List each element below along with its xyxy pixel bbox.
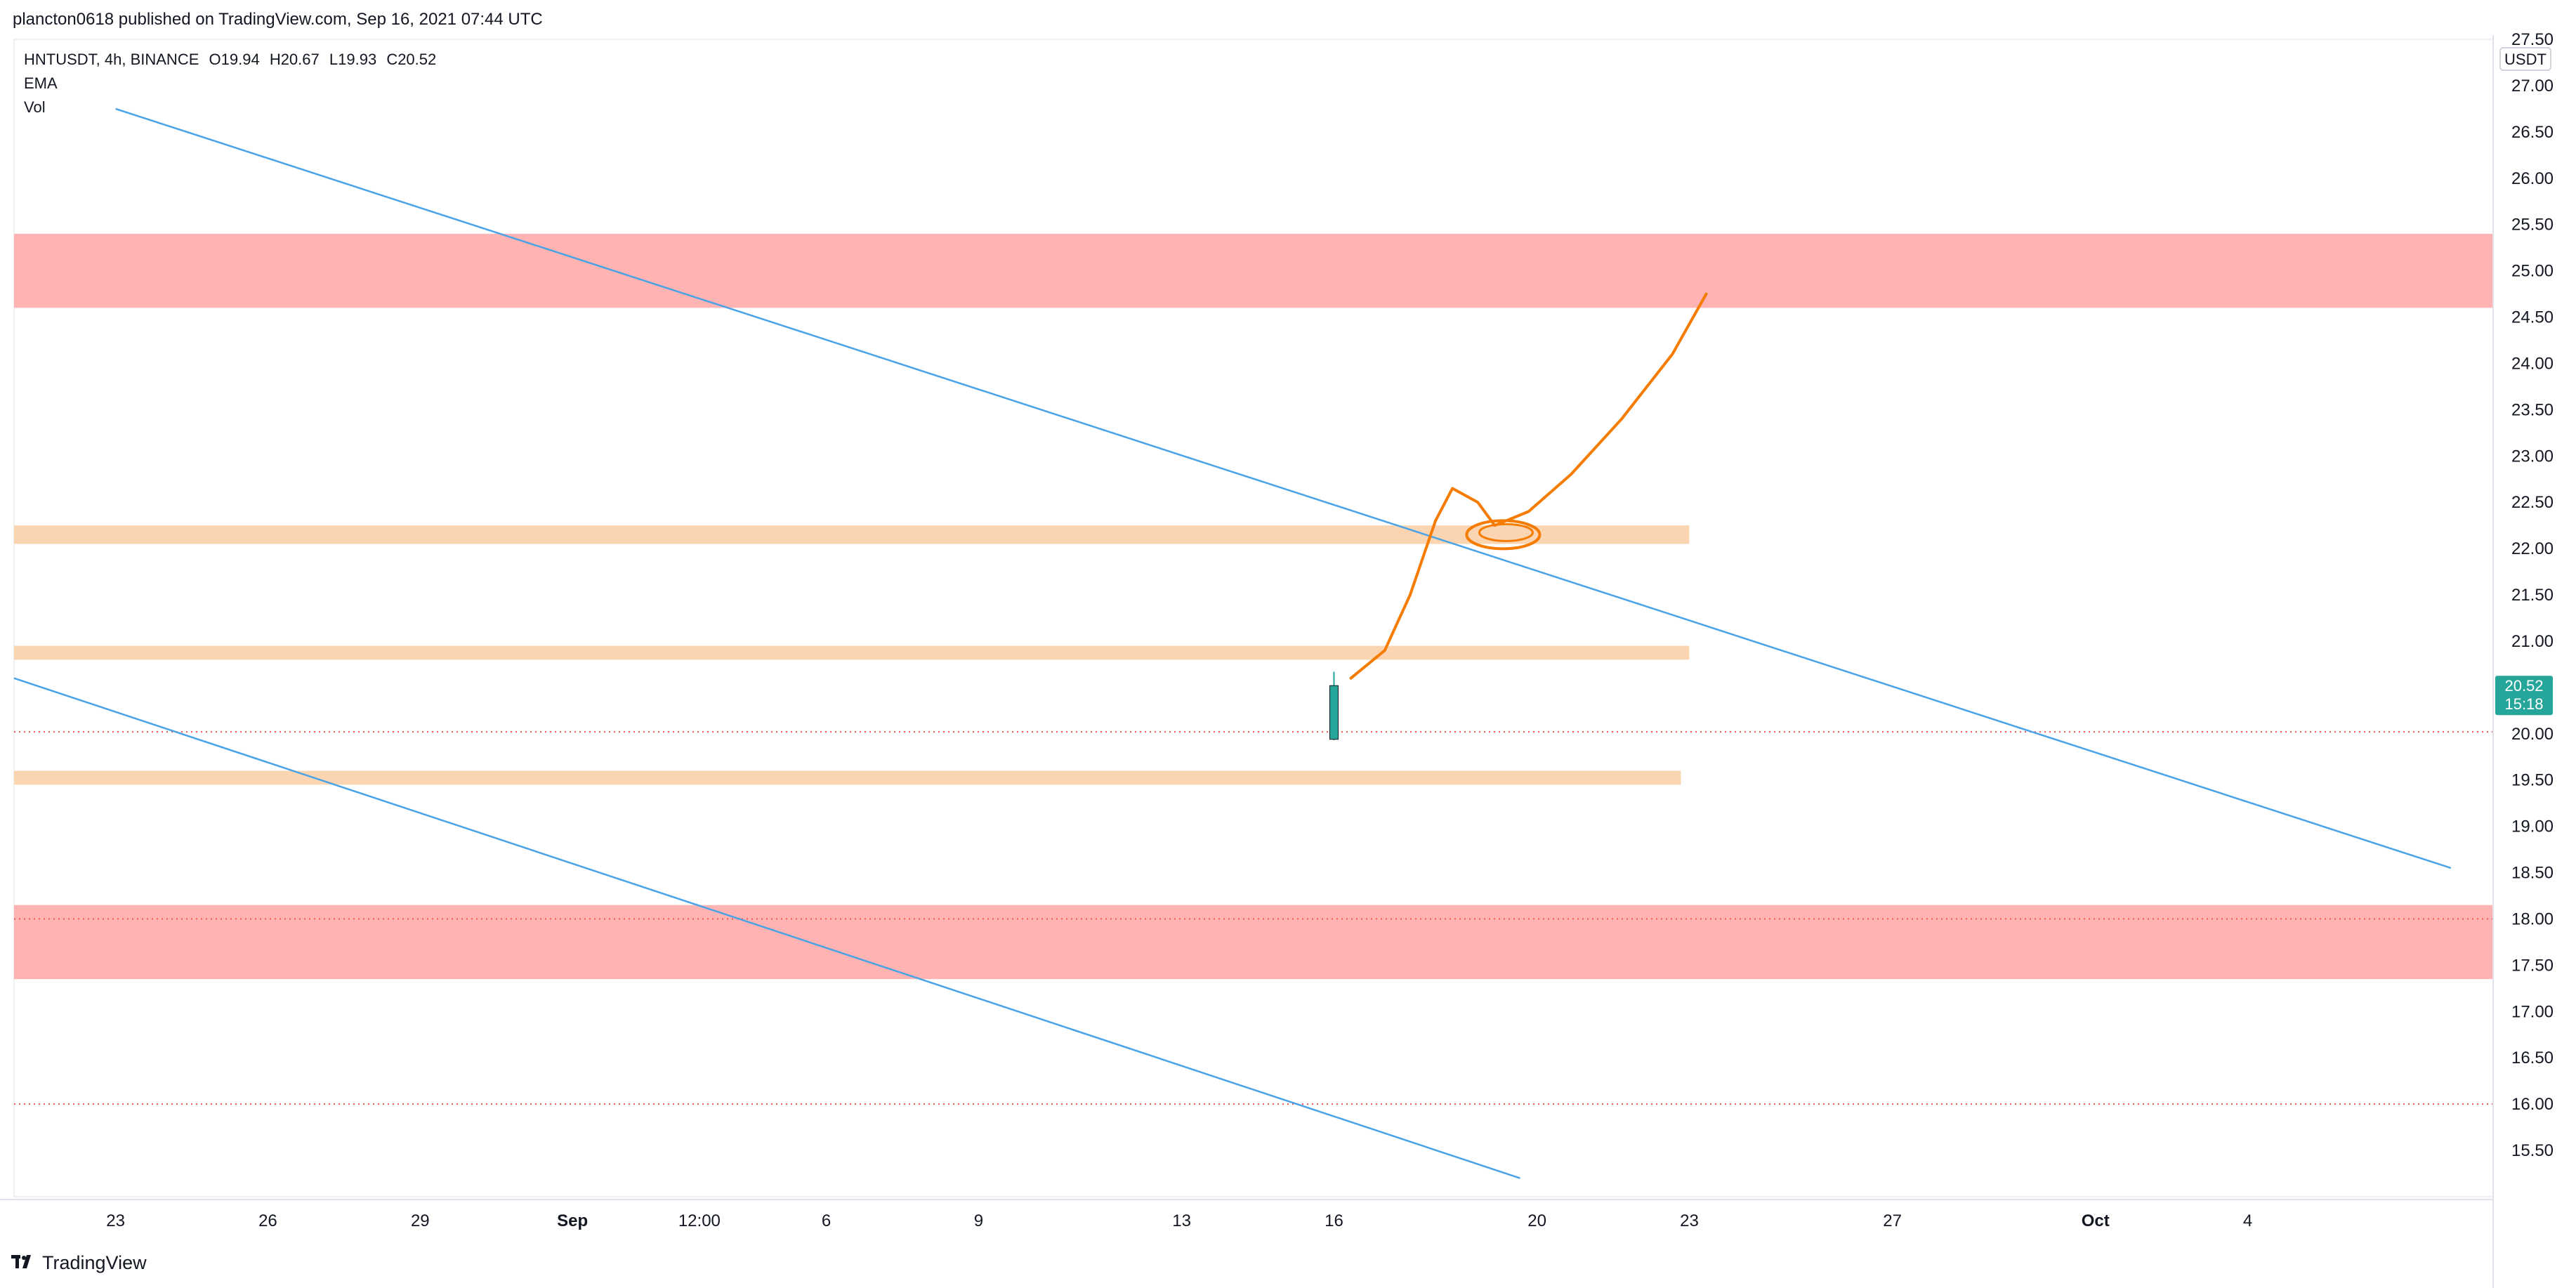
x-tick-label: 27: [1883, 1211, 1902, 1230]
currency-badge[interactable]: USDT: [2499, 47, 2551, 71]
y-tick-label: 17.50: [2511, 956, 2554, 975]
y-tick-label: 21.50: [2511, 586, 2554, 605]
trendline-1: [115, 107, 2452, 869]
symbol-ohlc-row: HNTUSDT, 4h, BINANCE O19.94 H20.67 L19.9…: [24, 48, 436, 72]
projection-circle-inner: [1478, 523, 1534, 542]
zones-layer: [14, 233, 2493, 980]
x-tick-label: 13: [1172, 1211, 1191, 1230]
x-tick-label: 23: [106, 1211, 125, 1230]
y-tick-label: 24.50: [2511, 308, 2554, 327]
volume-indicator-label[interactable]: Vol: [24, 98, 46, 116]
tradingview-logo-icon: [11, 1251, 35, 1274]
y-tick-label: 23.50: [2511, 400, 2554, 419]
candles-layer: [1329, 671, 1339, 741]
currency-badge-box: [2499, 47, 2551, 71]
x-tick-label: 12:00: [678, 1211, 721, 1230]
y-tick-label: 22.00: [2511, 539, 2554, 558]
x-tick-label: 6: [822, 1211, 831, 1230]
high-value: H20.67: [269, 51, 320, 68]
x-tick-label: 16: [1325, 1211, 1343, 1230]
y-tick-label: 25.50: [2511, 216, 2554, 235]
y-tick-label: 26.00: [2511, 169, 2554, 188]
tradingview-brand[interactable]: TradingView: [11, 1251, 147, 1274]
projection-circle: [1465, 519, 1542, 551]
chart-legend: HNTUSDT, 4h, BINANCE O19.94 H20.67 L19.9…: [24, 48, 436, 119]
trendlines-layer: [13, 107, 2452, 1179]
candle-body: [1329, 685, 1339, 740]
ema-indicator-label[interactable]: EMA: [24, 74, 58, 92]
y-tick-label: 17.00: [2511, 1002, 2554, 1021]
resistance-zone-5: [14, 905, 2493, 980]
last-price-tag: 20.52 15:18: [2495, 676, 2553, 716]
x-tick-label: 29: [411, 1211, 430, 1230]
last-price-value: 20.52: [2504, 677, 2543, 695]
y-tick-label: 19.00: [2511, 817, 2554, 836]
open-value: O19.94: [209, 51, 260, 68]
close-value: C20.52: [386, 51, 437, 68]
y-tick-label: 15.50: [2511, 1141, 2554, 1160]
y-tick-label: 21.00: [2511, 632, 2554, 651]
y-tick-label: 18.50: [2511, 864, 2554, 883]
y-tick-label: 16.50: [2511, 1049, 2554, 1067]
time-axis[interactable]: 23 26 29 Sep 12:00 6 9 13 16 20 23 27 Oct 4: [106, 1211, 2252, 1230]
y-tick-label: 27.50: [2511, 30, 2554, 49]
x-tick-label: 23: [1680, 1211, 1699, 1230]
projection-path: [1349, 292, 1708, 680]
last-price-tag-box: [2495, 676, 2553, 716]
trendline-2: [13, 677, 1520, 1179]
publisher-caption: plancton0618 published on TradingView.co…: [13, 10, 543, 29]
y-tick-label: 16.00: [2511, 1095, 2554, 1114]
currency-label: USDT: [2504, 51, 2547, 68]
x-tick-label: Oct: [2082, 1211, 2110, 1230]
support-zone-4: [14, 770, 1681, 785]
low-value: L19.93: [329, 51, 377, 68]
dotted-levels-layer: [14, 731, 2493, 1105]
y-tick-label: 18.00: [2511, 909, 2554, 928]
y-tick-label: 19.50: [2511, 771, 2554, 790]
price-axis[interactable]: 15.50 16.00 16.50 17.00 17.50 18.00 18.50 19.00…: [2511, 30, 2554, 1160]
chart-frame: [13, 39, 2494, 1197]
y-tick-label: 26.50: [2511, 123, 2554, 142]
y-tick-label: 25.00: [2511, 262, 2554, 281]
y-tick-label: 22.50: [2511, 493, 2554, 512]
y-tick-label: 24.00: [2511, 354, 2554, 373]
y-tick-label: 27.00: [2511, 77, 2554, 96]
projection-layer: [1349, 292, 1708, 680]
x-tick-label: 26: [258, 1211, 277, 1230]
x-tick-label: 20: [1527, 1211, 1546, 1230]
x-tick-label: 4: [2243, 1211, 2252, 1230]
bar-countdown: 15:18: [2504, 695, 2543, 713]
support-zone-2: [14, 525, 1690, 544]
resistance-zone-1: [14, 233, 2493, 308]
tv-logo-shape: [11, 1255, 31, 1268]
x-tick-label: 9: [974, 1211, 983, 1230]
tradingview-wordmark: TradingView: [42, 1251, 147, 1273]
y-tick-label: 23.00: [2511, 447, 2554, 466]
support-zone-3: [14, 645, 1690, 660]
symbol-label[interactable]: HNTUSDT, 4h, BINANCE: [24, 51, 199, 68]
y-tick-label: 20.00: [2511, 725, 2554, 744]
x-tick-label: Sep: [557, 1211, 588, 1230]
